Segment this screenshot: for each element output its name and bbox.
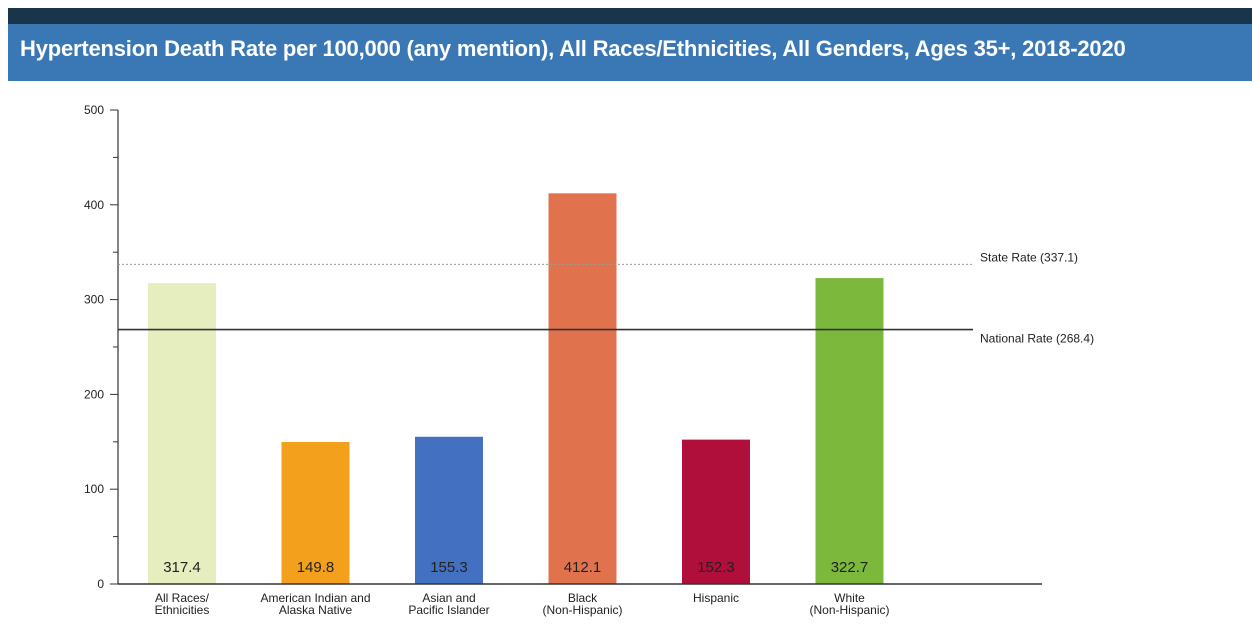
bar-5 [682, 439, 750, 584]
title-banner: Hypertension Death Rate per 100,000 (any… [8, 24, 1252, 81]
x-category-label: Ethnicities [155, 603, 210, 617]
top-strip [0, 0, 1252, 6]
title-bar: Hypertension Death Rate per 100,000 (any… [8, 8, 1252, 81]
x-category-label: Alaska Native [279, 603, 353, 617]
bar-2 [281, 441, 350, 584]
bar-value-label: 317.4 [163, 559, 201, 576]
x-category-label: All Races/ [155, 591, 210, 605]
bar-4 [548, 193, 617, 584]
bar-value-label: 322.7 [831, 559, 869, 576]
bar-value-label: 152.3 [697, 559, 735, 576]
bar-6 [815, 278, 884, 584]
y-tick-label: 100 [84, 482, 104, 496]
bar-value-label: 155.3 [430, 559, 468, 576]
x-category-label: Pacific Islander [408, 603, 489, 617]
y-tick-label: 500 [84, 103, 104, 117]
x-category-label: White [834, 591, 865, 605]
bar-value-label: 149.8 [297, 559, 335, 576]
national-rate-label: National Rate (268.4) [980, 332, 1094, 346]
x-category-label: (Non-Hispanic) [809, 603, 889, 617]
chart-title: Hypertension Death Rate per 100,000 (any… [20, 36, 1126, 61]
x-category-label: (Non-Hispanic) [542, 603, 622, 617]
x-category-label: Asian and [422, 591, 475, 605]
y-tick-label: 400 [84, 198, 104, 212]
bar-1 [148, 283, 216, 584]
y-tick-label: 0 [97, 577, 104, 591]
y-tick-label: 200 [84, 387, 104, 401]
y-tick-label: 300 [84, 293, 104, 307]
x-category-label: Hispanic [693, 591, 739, 605]
x-category-label: Black [568, 591, 598, 605]
state-rate-label: State Rate (337.1) [980, 250, 1078, 264]
bar-3 [415, 436, 483, 584]
x-category-label: American Indian and [260, 591, 370, 605]
bar-value-label: 412.1 [564, 559, 602, 576]
